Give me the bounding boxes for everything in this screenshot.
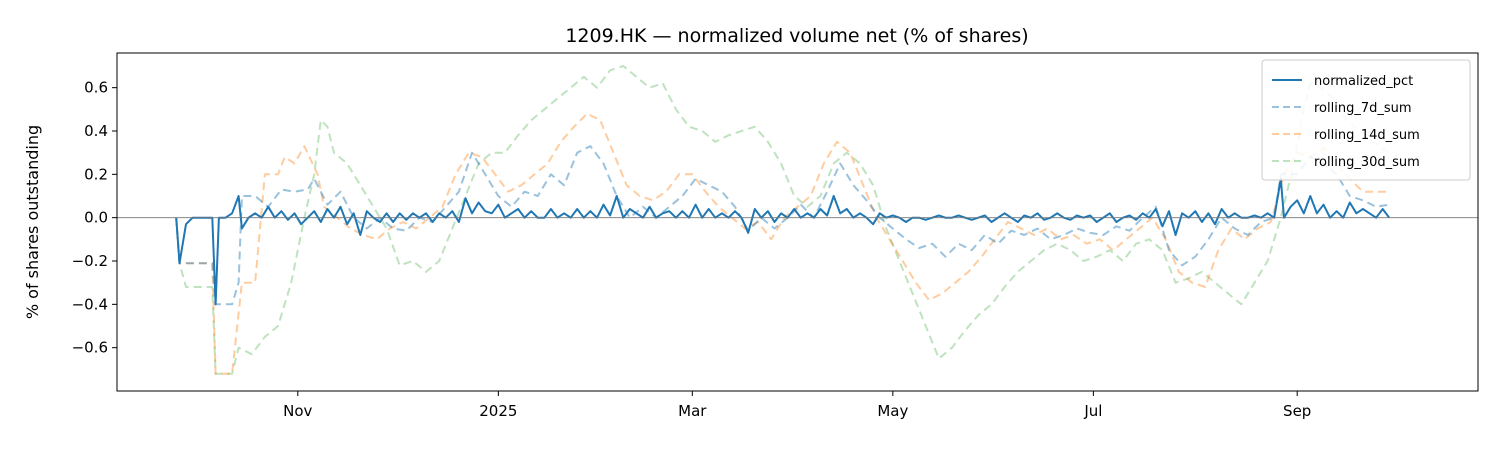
series-line-normalized_pct	[175, 177, 1391, 306]
series-line-rolling_14d_sum	[175, 112, 1390, 375]
y-tick-label: −0.2	[72, 252, 108, 270]
legend-box	[1261, 59, 1471, 181]
x-tick-label: Sep	[1283, 402, 1311, 420]
series-line-rolling_7d_sum	[175, 145, 1390, 306]
legend: normalized_pct rolling_7d_sum rolling_14d_…	[1261, 59, 1471, 181]
legend-label: normalized_pct	[1314, 74, 1413, 89]
y-tick-label: −0.6	[72, 339, 108, 357]
plot-frame	[116, 52, 1479, 392]
x-tick-label: May	[877, 402, 908, 420]
series-line-rolling_30d_sum	[175, 65, 1390, 375]
legend-label: rolling_30d_sum	[1314, 155, 1420, 170]
x-tick-label: Jul	[1083, 402, 1102, 420]
y-tick-label: −0.4	[72, 295, 108, 313]
x-tick-label: Nov	[283, 402, 312, 420]
legend-label: rolling_7d_sum	[1314, 101, 1412, 116]
y-axis: −0.6 −0.4 −0.2 0.0 0.2 0.4 0.6	[72, 79, 117, 357]
y-axis-label: % of shares outstanding	[23, 125, 42, 319]
y-tick-label: 0.4	[84, 122, 108, 140]
chart-title: 1209.HK — normalized volume net (% of sh…	[565, 25, 1028, 47]
y-tick-label: 0.2	[84, 165, 108, 183]
x-tick-label: 2025	[479, 402, 517, 420]
x-tick-label: Mar	[678, 402, 707, 420]
series-layer	[175, 65, 1391, 375]
x-axis: Nov 2025 Mar May Jul Sep	[283, 391, 1311, 420]
y-tick-label: 0.0	[84, 209, 108, 227]
y-tick-label: 0.6	[84, 79, 108, 97]
legend-label: rolling_14d_sum	[1314, 128, 1420, 143]
